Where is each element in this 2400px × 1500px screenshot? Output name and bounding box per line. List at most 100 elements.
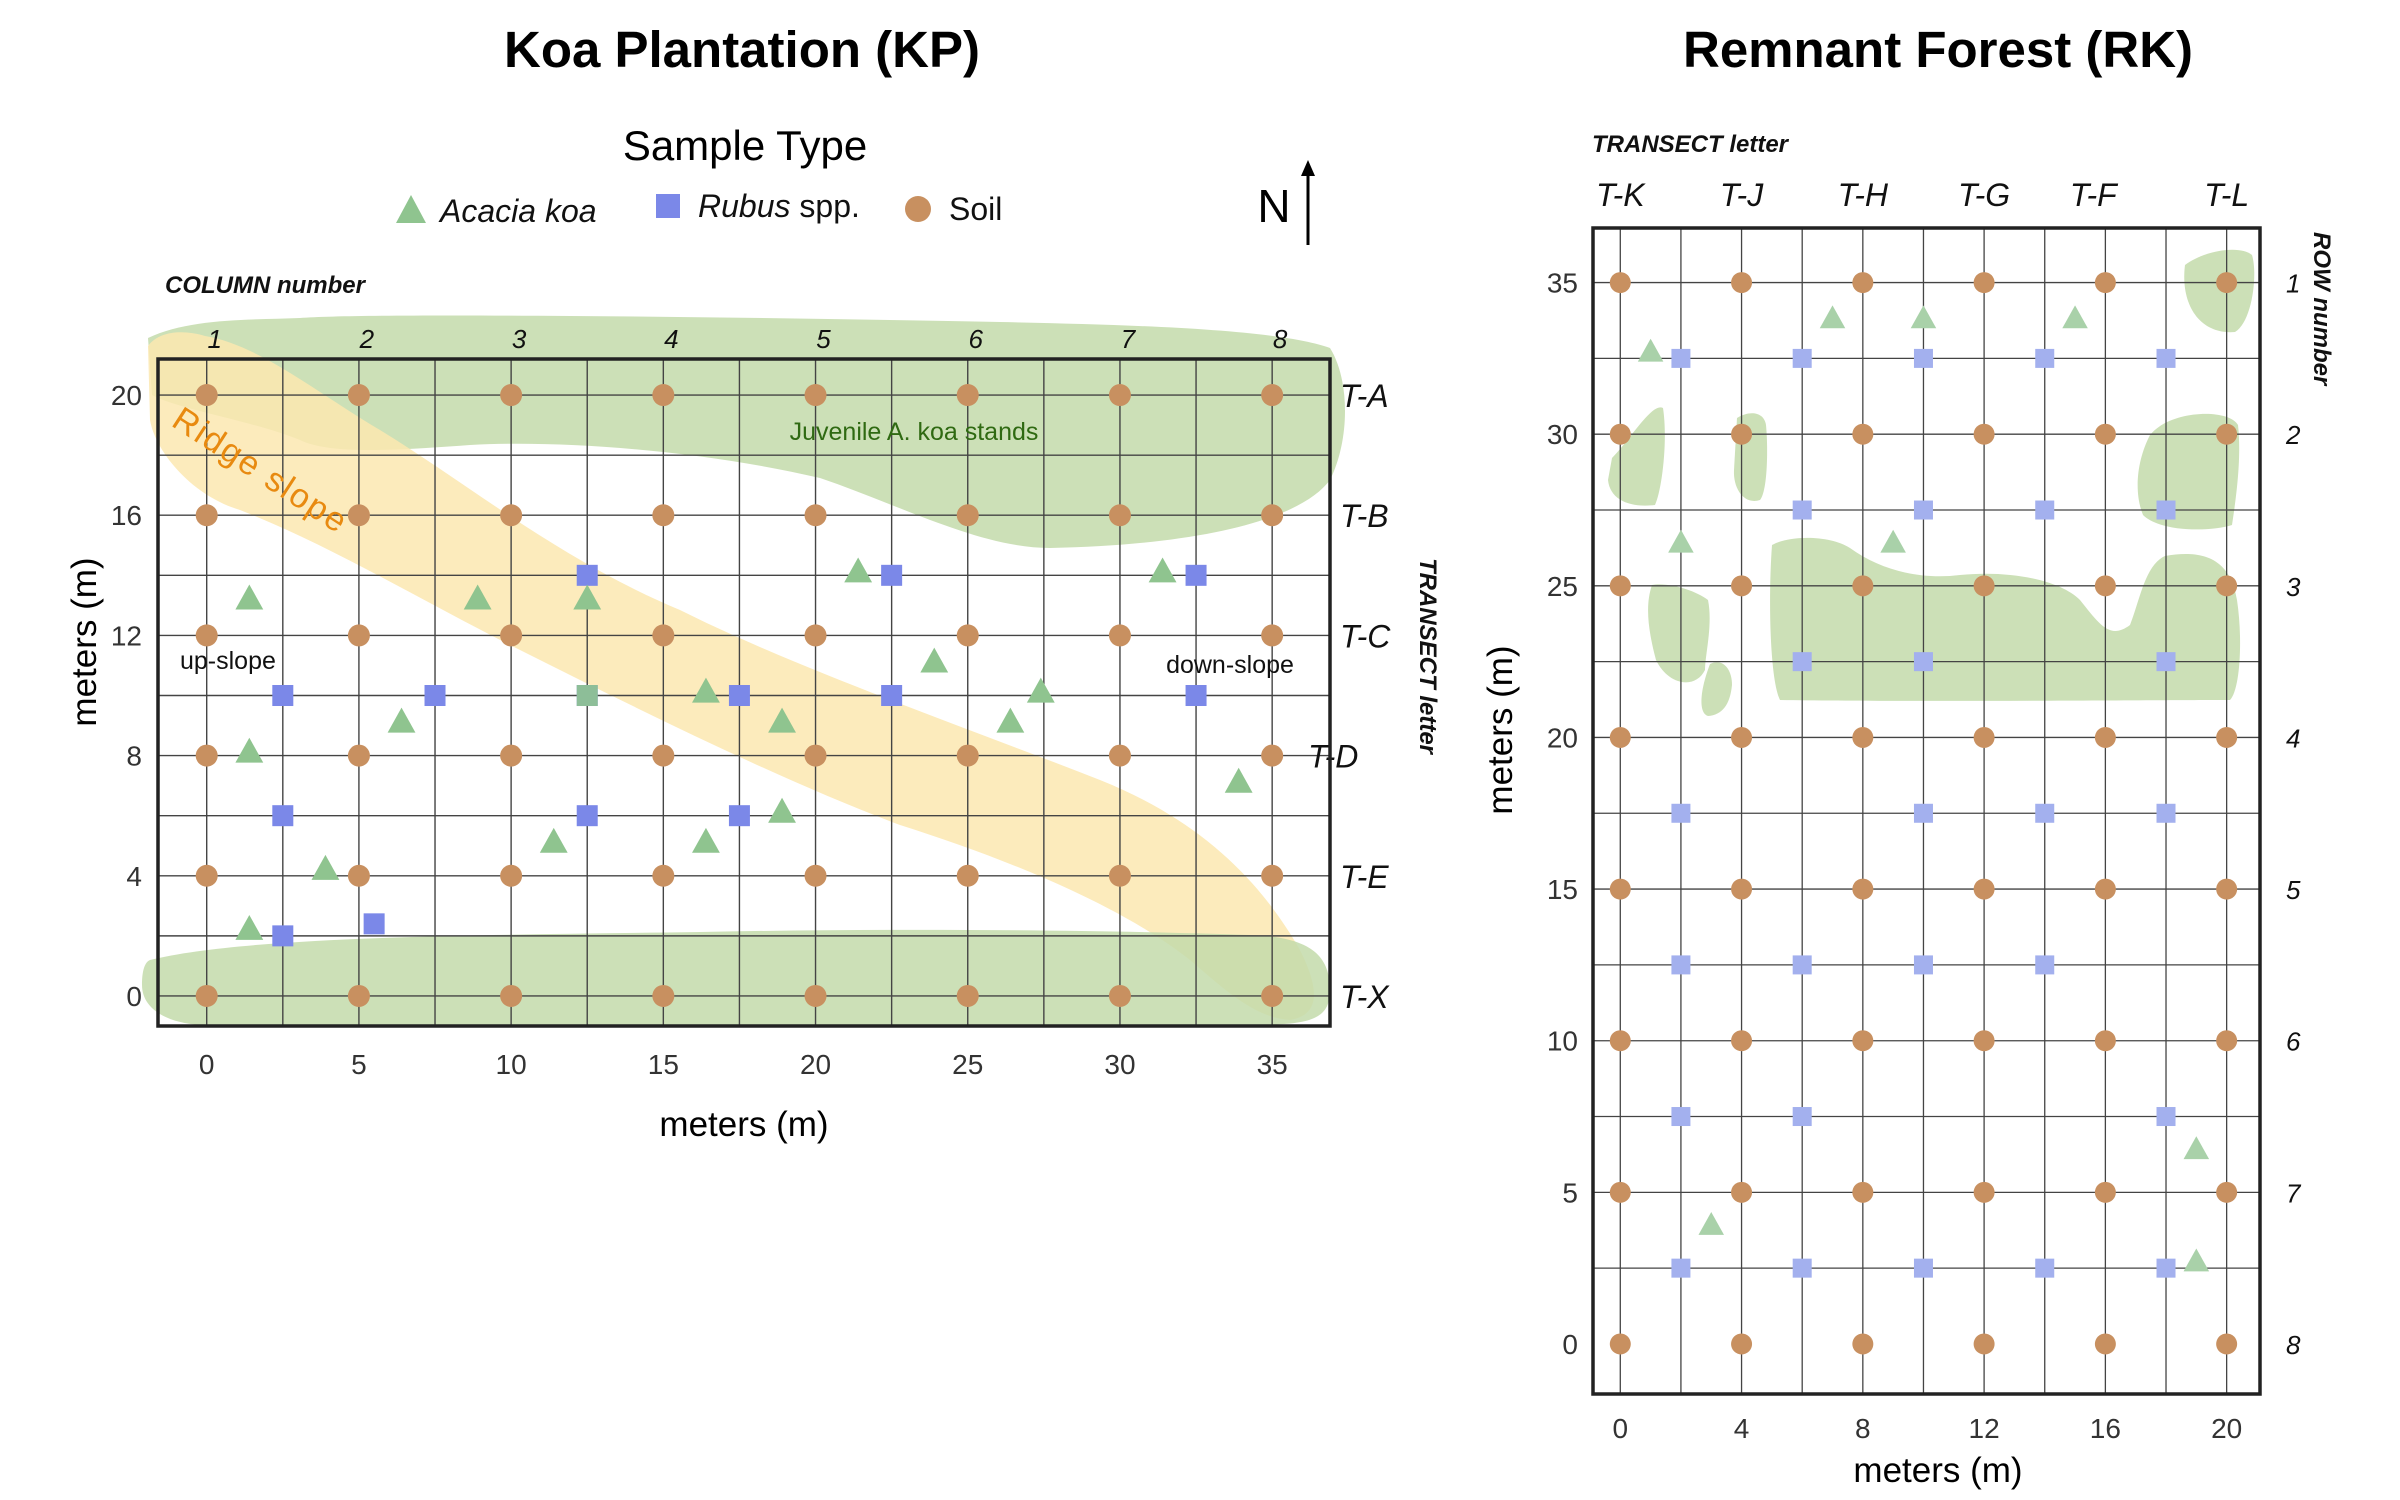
kp-acacia-point: [1148, 557, 1177, 583]
kp-rubus-point: [272, 685, 294, 707]
rk-soil-point: [1731, 726, 1753, 748]
rk-soil-point: [1609, 575, 1631, 597]
kp-soil-point: [1108, 504, 1131, 527]
kp-soil-point: [956, 864, 979, 887]
kp-plot-frame: [156, 357, 1332, 1028]
kp-soil-point: [804, 744, 827, 767]
rk-soil-point: [2216, 1181, 2238, 1203]
kp-soil-point: [652, 384, 675, 407]
rk-transect-labels: T-K T-J T-H T-G T-F T-L: [1596, 177, 2249, 213]
kp-acacia-point: [996, 707, 1025, 733]
rk-soil-point: [2094, 878, 2116, 900]
rk-row-number: 3: [2286, 572, 2301, 602]
kp-transect-label: T-E: [1340, 859, 1389, 895]
rk-acacia-point: [1668, 529, 1694, 553]
kp-soil-point: [195, 984, 218, 1007]
kp-soil-point: [347, 504, 370, 527]
rk-soil-point: [1731, 878, 1753, 900]
kp-x-tick-label: 10: [496, 1049, 527, 1080]
kp-y-ticks: 0 4 8 12 16 20: [111, 380, 142, 1012]
kp-rubus-point: [881, 685, 903, 707]
rk-soil-point: [1609, 726, 1631, 748]
legend: Sample Type Acacia koa Rubus spp. Soil: [396, 122, 1002, 229]
kp-soil-point: [956, 504, 979, 527]
kp-soil-point: [347, 744, 370, 767]
rk-row-header: ROW number: [2308, 232, 2335, 387]
kp-panel: Koa Plantation (KP) Sample Type Acacia k…: [65, 21, 1441, 1144]
rk-rubus-point: [1792, 1107, 1812, 1127]
rk-soil-point: [2094, 423, 2116, 445]
kp-soil-point: [195, 384, 218, 407]
kp-column-number: 6: [969, 324, 984, 354]
rk-soil-point: [1973, 575, 1995, 597]
kp-soil-point: [956, 744, 979, 767]
kp-title: Koa Plantation (KP): [504, 21, 980, 78]
rk-y-tick-label: 30: [1547, 419, 1578, 450]
kp-rubus-point: [576, 564, 598, 586]
kp-soil-point: [347, 384, 370, 407]
kp-soil-point: [1261, 384, 1284, 407]
rk-rubus-point: [2156, 652, 2176, 672]
kp-acacia-point: [311, 854, 340, 880]
rk-soil-point: [1731, 575, 1753, 597]
rk-row-number: 6: [2286, 1027, 2301, 1057]
kp-down-slope-annotation: down-slope: [1166, 651, 1294, 679]
rk-rubus-point: [1671, 955, 1691, 975]
kp-soil-point: [195, 624, 218, 647]
rk-row-number: 1: [2286, 269, 2300, 299]
rk-soil-point: [2216, 1333, 2238, 1355]
rk-soil-point: [1731, 272, 1753, 294]
kp-x-tick-label: 15: [648, 1049, 679, 1080]
rk-y-tick-label: 20: [1547, 722, 1578, 753]
kp-acacia-point: [768, 797, 796, 823]
rk-soil-point: [1973, 878, 1995, 900]
rk-transect-label: T-F: [2070, 177, 2119, 213]
rk-habitat-overlays: [1608, 249, 2255, 716]
kp-acacia-point: [387, 707, 416, 733]
rk-rubus-point: [2035, 955, 2055, 975]
rk-rubus-point: [2156, 348, 2176, 368]
rk-soil-point: [1609, 272, 1631, 294]
rk-forest-patch-drip: [1701, 662, 1732, 716]
rk-forest-patch-left-lower: [1648, 584, 1710, 683]
kp-soil-point: [956, 984, 979, 1007]
rk-x-tick-label: 16: [2090, 1413, 2121, 1444]
legend-rubus-square-icon: [656, 194, 680, 218]
rk-rubus-point: [1913, 803, 1933, 823]
rk-rubus-point: [1913, 348, 1933, 368]
rk-soil-point: [1852, 423, 1874, 445]
rk-rubus-point: [1671, 348, 1691, 368]
rk-rubus-point: [1913, 955, 1933, 975]
kp-habitat-overlays: [142, 315, 1345, 1025]
kp-x-tick-label: 30: [1104, 1049, 1135, 1080]
rk-x-tick-label: 20: [2211, 1413, 2242, 1444]
rk-row-number: 5: [2286, 875, 2301, 905]
rk-acacia-point: [2183, 1248, 2210, 1272]
rk-soil-point: [2216, 878, 2238, 900]
kp-transect-label: T-X: [1340, 979, 1390, 1015]
rk-soil-point: [1852, 1333, 1874, 1355]
legend-rubus-genus: Rubus: [698, 188, 791, 224]
rk-forest-patch-top-right: [2184, 249, 2255, 333]
kp-rubus-point: [272, 925, 294, 947]
kp-transect-label: T-B: [1340, 498, 1389, 534]
rk-soil-point: [1852, 272, 1874, 294]
rk-soil-point: [1973, 1181, 1995, 1203]
rk-title: Remnant Forest (RK): [1683, 21, 2193, 78]
rk-soil-point: [2216, 423, 2238, 445]
kp-acacia-point: [573, 584, 602, 610]
rk-x-ticks: 0 4 8 12 16 20: [1612, 1413, 2242, 1444]
rk-soil-point: [2216, 726, 2238, 748]
kp-rubus-point: [424, 685, 446, 707]
rk-y-tick-label: 15: [1547, 874, 1578, 905]
kp-soil-point: [1261, 624, 1284, 647]
legend-soil-circle-icon: [905, 196, 931, 222]
rk-soil-point: [1609, 1333, 1631, 1355]
rk-soil-point: [1852, 1030, 1874, 1052]
rk-soil-point: [1852, 1181, 1874, 1203]
kp-x-tick-label: 35: [1257, 1049, 1288, 1080]
rk-acacia-point: [1880, 529, 1906, 553]
legend-title: Sample Type: [623, 122, 867, 169]
rk-plot-frame: [1591, 226, 2262, 1396]
